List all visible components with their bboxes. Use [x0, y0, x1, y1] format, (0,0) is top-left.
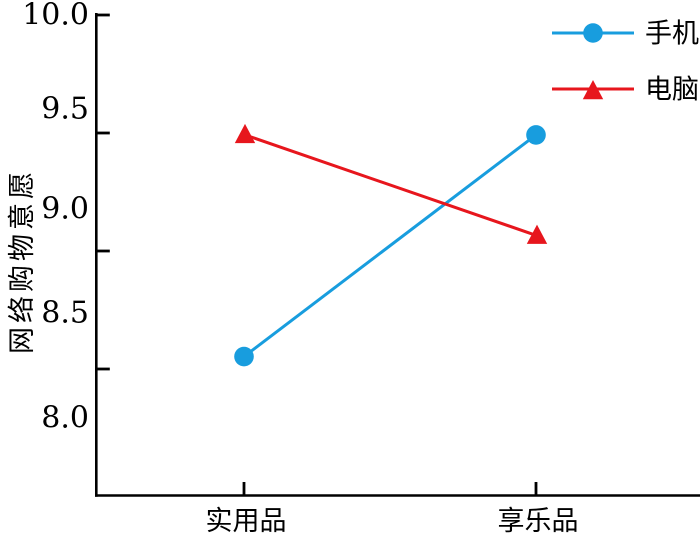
- series-line-computer: [244, 133, 538, 238]
- legend-label: 手机: [645, 19, 699, 49]
- series-line-phone: [243, 133, 537, 358]
- legend-marker: [583, 23, 603, 43]
- series-marker-computer: [234, 123, 256, 144]
- y-tick-label: 10.0: [22, 0, 89, 33]
- series-marker-phone: [234, 346, 254, 367]
- series-marker-computer: [526, 224, 548, 244]
- y-tick-label: 8.5: [41, 296, 89, 331]
- y-axis-title: 网络购物意愿: [7, 168, 37, 354]
- y-tick-label: 9.0: [41, 192, 89, 227]
- x-category-label: 享乐品: [498, 506, 579, 536]
- y-tick-label: 8.0: [41, 401, 89, 436]
- legend-label: 电脑: [645, 75, 699, 105]
- series-marker-phone: [526, 125, 546, 145]
- x-category-label: 实用品: [206, 506, 287, 536]
- legend-marker: [582, 80, 604, 100]
- y-tick-label: 9.5: [41, 92, 89, 127]
